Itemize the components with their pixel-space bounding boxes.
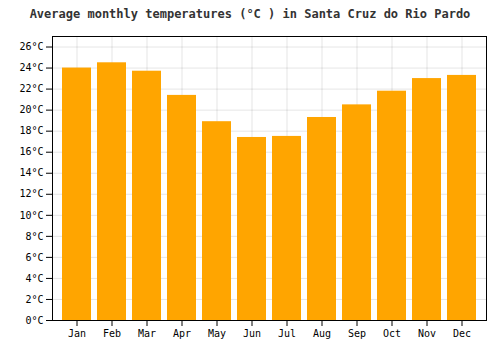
- svg-text:Dec: Dec: [453, 328, 471, 339]
- svg-text:8°C: 8°C: [25, 231, 43, 242]
- html-text:Average monthly temperatures (: Average monthly temperatures (°C ) in Sa…: [29, 7, 471, 21]
- svg-text:20°C: 20°C: [19, 104, 43, 115]
- svg-text:26°C: 26°C: [19, 41, 43, 52]
- svg-text:6°C: 6°C: [25, 252, 43, 263]
- svg-text:Jul: Jul: [278, 328, 296, 339]
- svg-text:Apr: Apr: [173, 328, 191, 339]
- svg-text:Jun: Jun: [243, 328, 261, 339]
- svg-text:May: May: [208, 328, 226, 339]
- svg-text:Mar: Mar: [138, 328, 156, 339]
- svg-text:Jan: Jan: [68, 328, 86, 339]
- svg-text:2°C: 2°C: [25, 294, 43, 305]
- svg-text:18°C: 18°C: [19, 125, 43, 136]
- svg-text:Nov: Nov: [418, 328, 436, 339]
- svg-text:14°C: 14°C: [19, 167, 43, 178]
- svg-text:Sep: Sep: [348, 328, 366, 339]
- svg-text:4°C: 4°C: [25, 273, 43, 284]
- svg-text:Aug: Aug: [313, 328, 331, 339]
- svg-text:24°C: 24°C: [19, 62, 43, 73]
- svg-text:16°C: 16°C: [19, 146, 43, 157]
- svg-text:0°C: 0°C: [25, 315, 43, 326]
- svg-text:Feb: Feb: [103, 328, 121, 339]
- svg-text:10°C: 10°C: [19, 210, 43, 221]
- svg-text:12°C: 12°C: [19, 188, 43, 199]
- svg-text:22°C: 22°C: [19, 83, 43, 94]
- svg-text:Oct: Oct: [383, 328, 401, 339]
